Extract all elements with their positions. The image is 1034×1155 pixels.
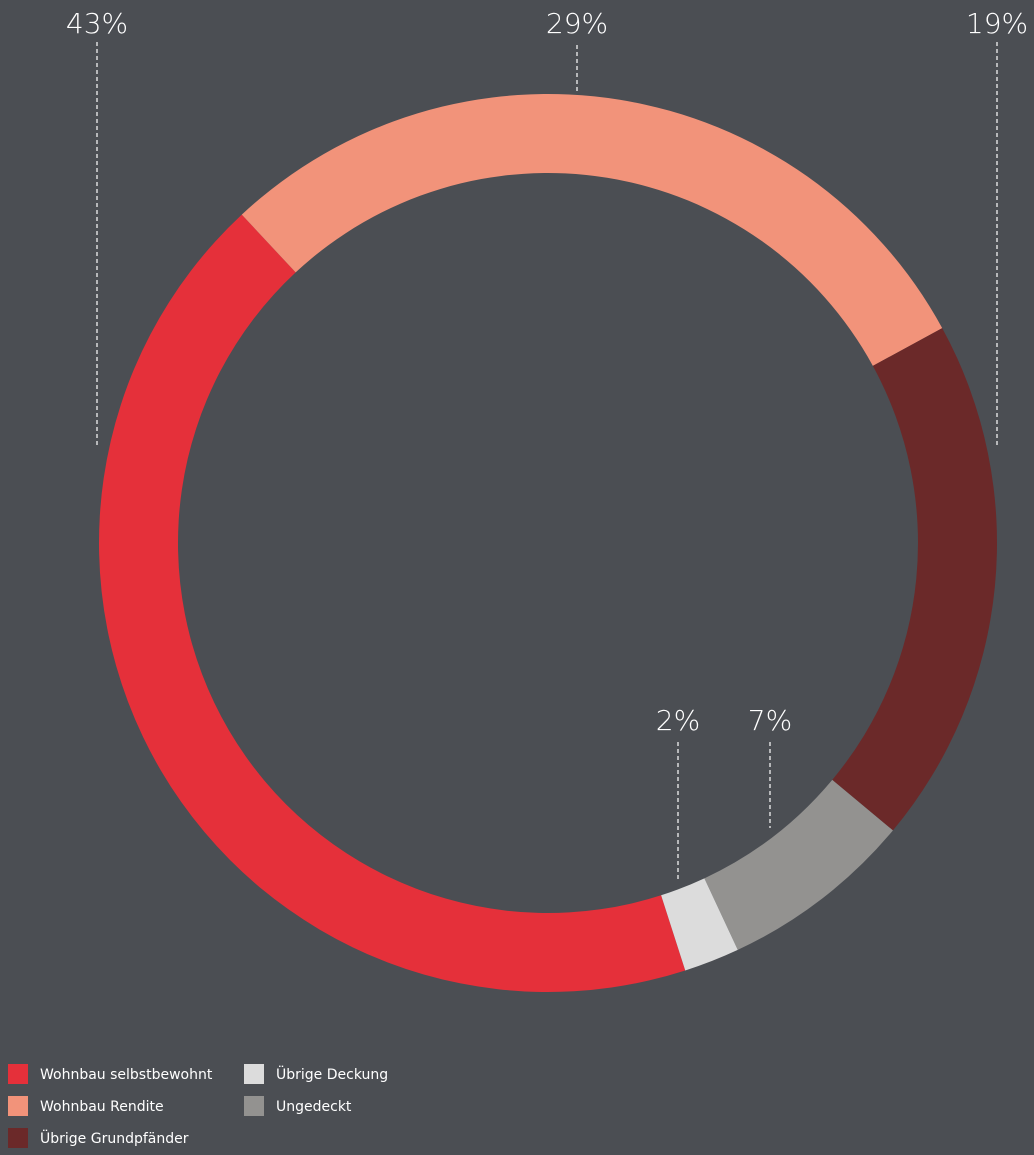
legend-swatch [244,1064,264,1084]
legend-swatch [244,1096,264,1116]
donut-segment [98,214,686,993]
value-label: 19% [966,7,1028,40]
legend-swatch [8,1064,28,1084]
value-label: 2% [656,704,700,737]
value-label: 7% [748,704,792,737]
value-label: 43% [66,7,128,40]
legend-label: Übrige Deckung [276,1065,388,1083]
legend-label: Wohnbau selbstbewohnt [40,1067,213,1083]
legend-label: Ungedeckt [276,1099,352,1115]
value-label: 29% [546,7,608,40]
legend-label: Übrige Grundpfänder [40,1129,189,1147]
donut-segment [832,328,998,831]
donut-segment [661,878,738,971]
donut-segment [704,779,893,950]
donut-segment [241,93,943,366]
legend-label: Wohnbau Rendite [40,1099,164,1115]
legend-swatch [8,1096,28,1116]
legend-swatch [8,1128,28,1148]
